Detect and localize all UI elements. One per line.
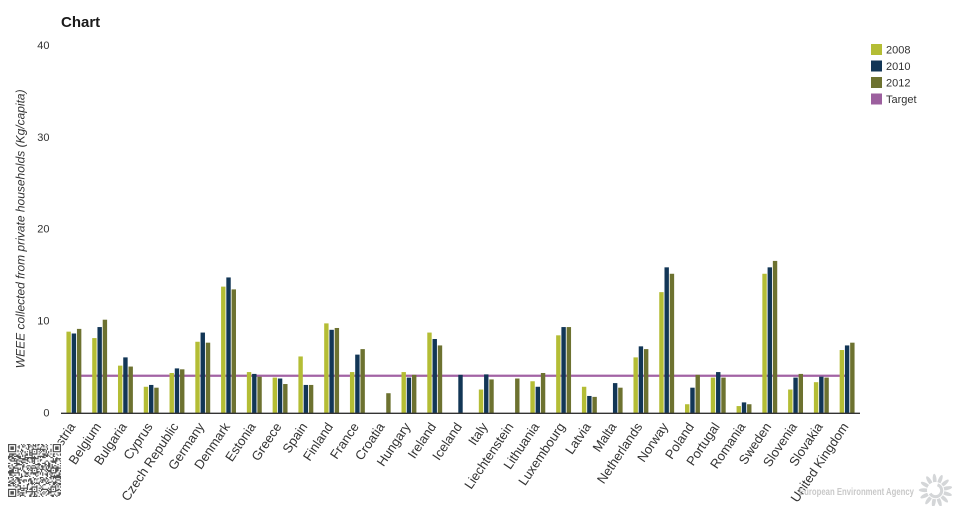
svg-text:2012: 2012: [886, 78, 910, 90]
svg-text:2008: 2008: [886, 45, 910, 57]
svg-text:Chart: Chart: [61, 14, 100, 31]
svg-text:European Environment Agency: European Environment Agency: [799, 486, 914, 498]
svg-text:40: 40: [37, 40, 49, 52]
svg-text:30: 30: [37, 132, 49, 144]
svg-text:WEEE collected from private ho: WEEE collected from private households (…: [14, 89, 28, 368]
svg-text:0: 0: [43, 407, 49, 419]
svg-text:10: 10: [37, 316, 49, 328]
svg-text:2010: 2010: [886, 61, 910, 73]
svg-text:Target: Target: [886, 94, 917, 106]
svg-text:20: 20: [37, 224, 49, 236]
